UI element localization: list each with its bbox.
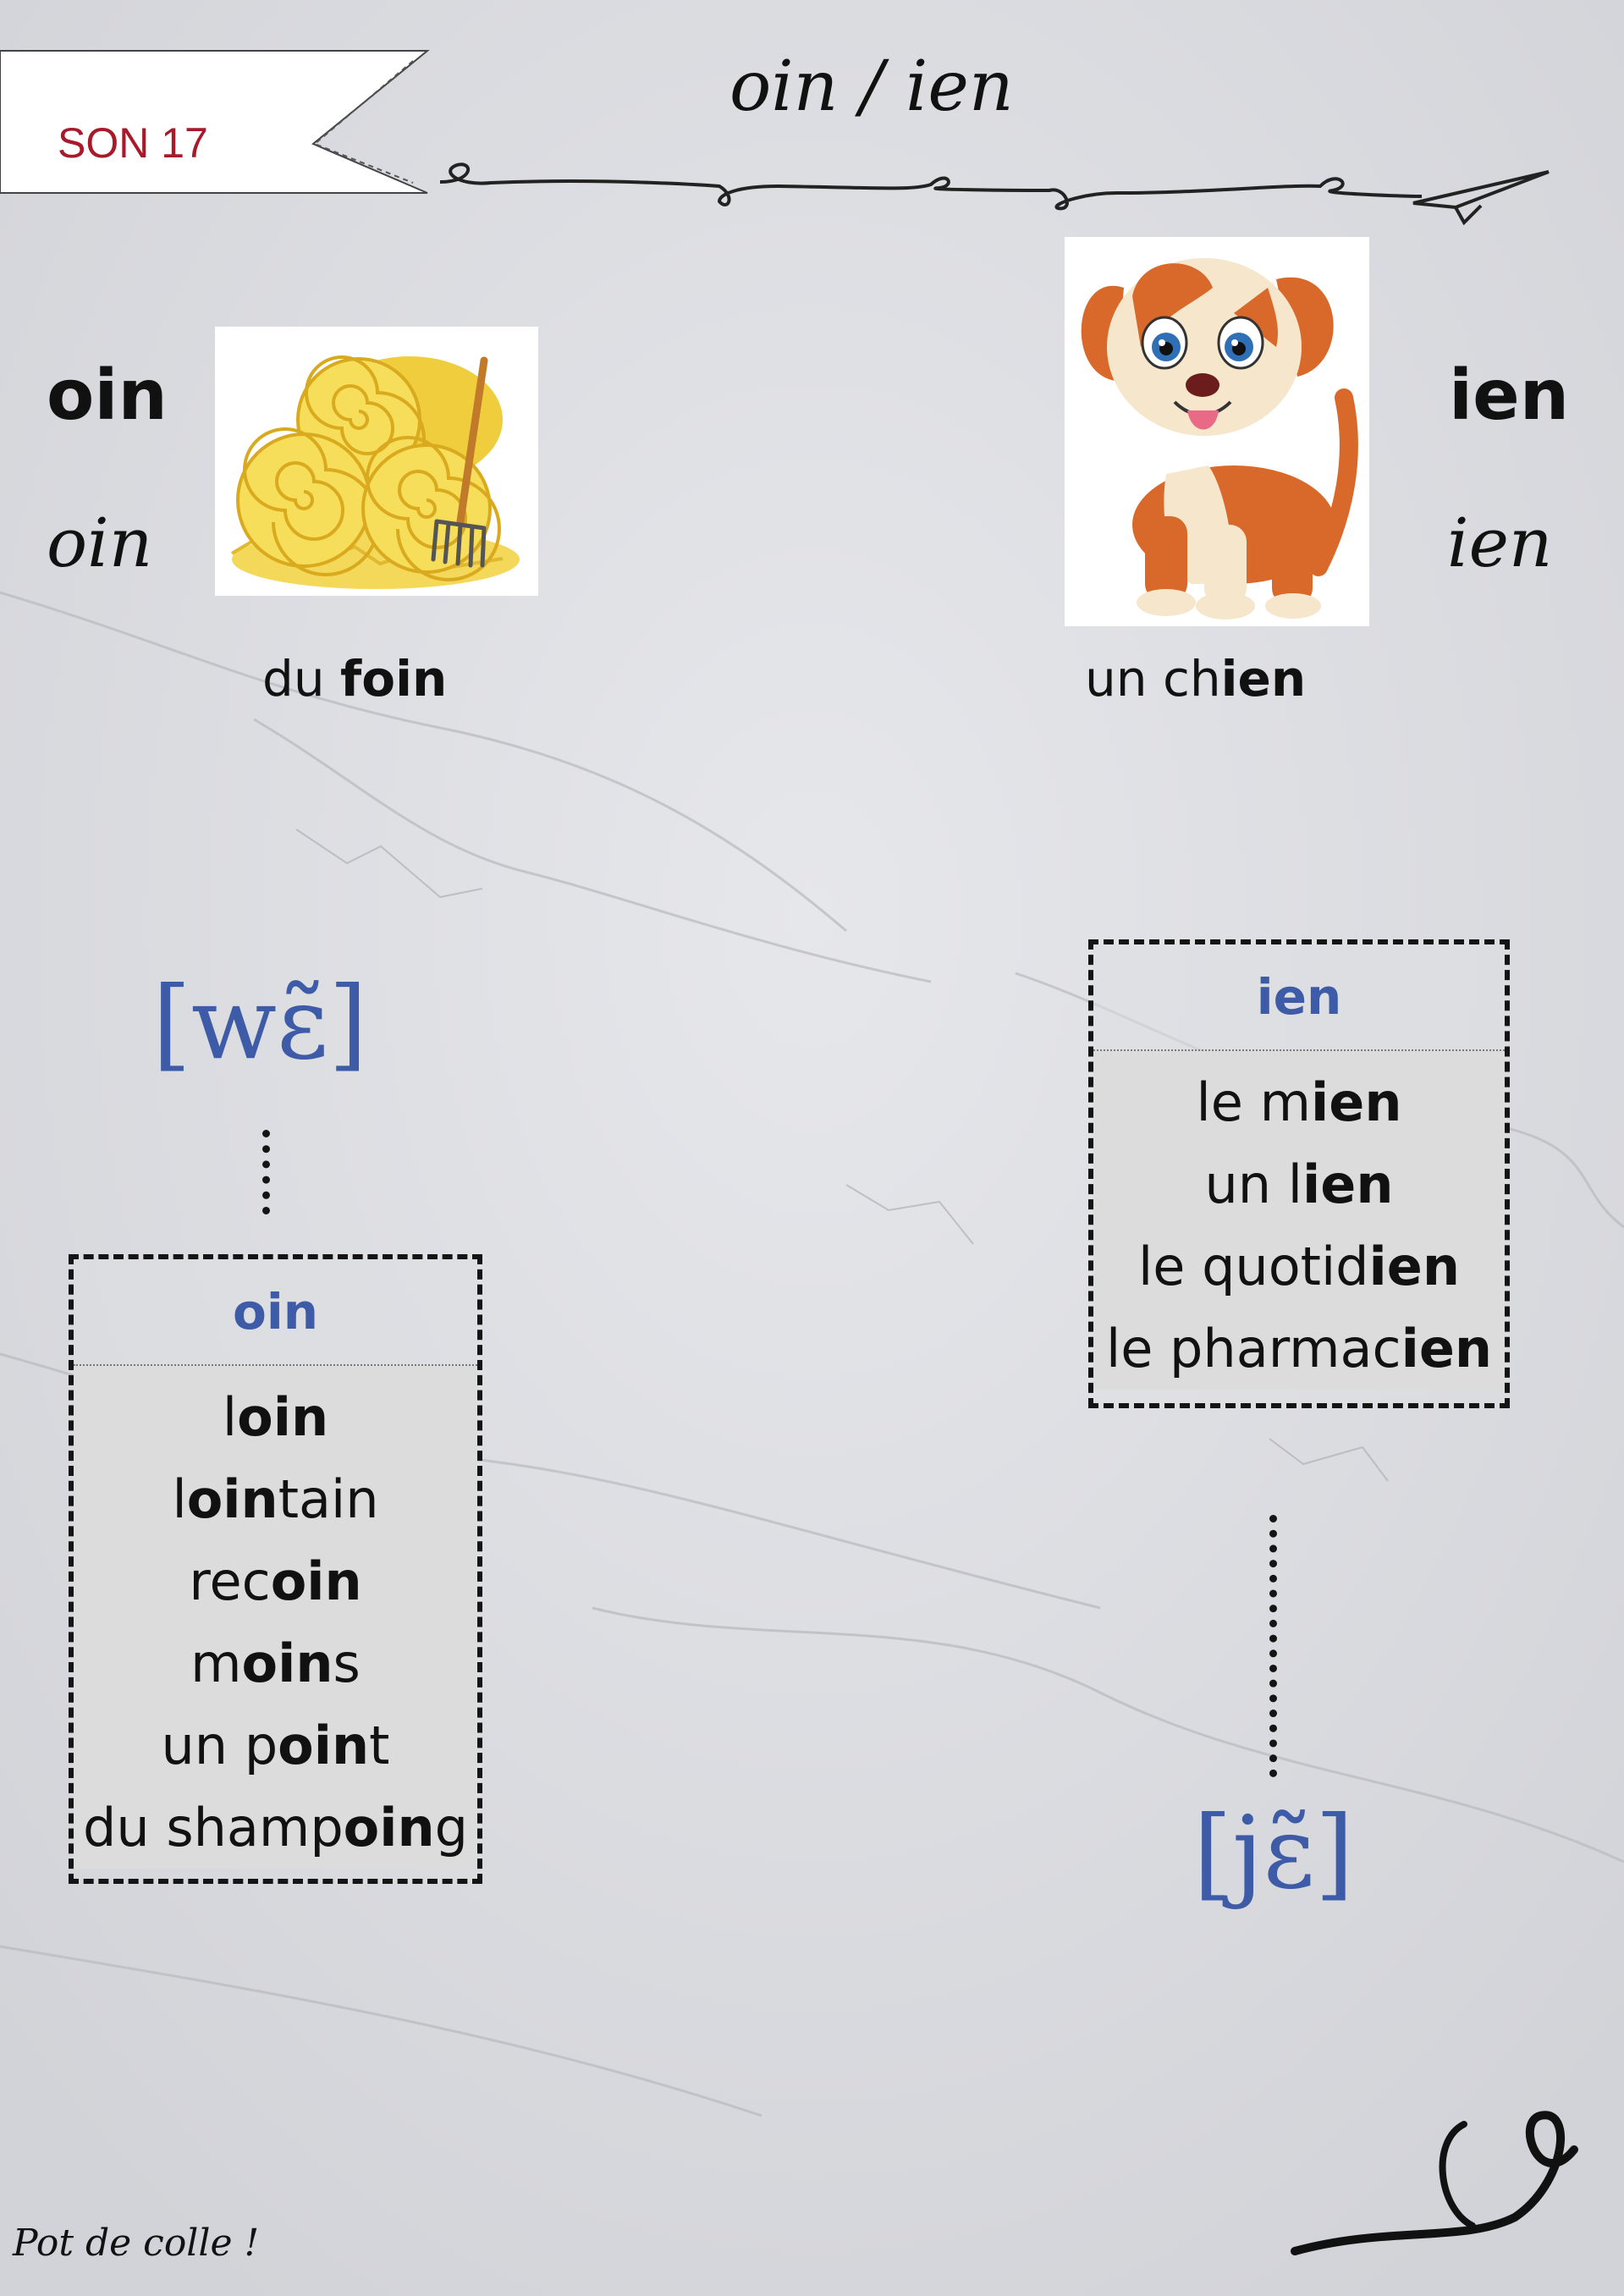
ien-word: un lien xyxy=(1204,1154,1394,1215)
ien-letters-script: ien xyxy=(1447,504,1553,582)
ien-letters-bold: ien xyxy=(1449,355,1570,436)
ien-word-list: le mien un lien le quotidien le pharmaci… xyxy=(1093,1051,1505,1390)
oin-word: un point xyxy=(161,1715,390,1776)
oin-word: lointain xyxy=(172,1468,379,1530)
oin-example-caption: du foin xyxy=(262,650,448,708)
ien-phoneme: [jɛ̃] xyxy=(1193,1794,1354,1911)
oin-phoneme: [wɛ̃] xyxy=(152,965,368,1082)
oin-dotted-connector xyxy=(262,1130,270,1214)
banner-ribbon xyxy=(0,50,430,194)
oin-letters-bold: oin xyxy=(47,355,168,436)
oin-letters-script: oin xyxy=(47,504,153,582)
decorative-swirl xyxy=(1291,2111,1578,2255)
ien-word-box: ien le mien un lien le quotidien le phar… xyxy=(1088,939,1510,1408)
ien-word: le mien xyxy=(1196,1071,1402,1133)
decorative-swirl-line xyxy=(440,162,1423,211)
paper-plane-icon xyxy=(1412,170,1550,226)
ien-dotted-connector xyxy=(1269,1515,1277,1777)
puppy-dog-icon xyxy=(1065,237,1369,626)
oin-word: moins xyxy=(190,1633,361,1694)
oin-word: loin xyxy=(222,1386,329,1448)
oin-box-header: oin xyxy=(74,1259,477,1366)
ien-box-header: ien xyxy=(1093,944,1505,1051)
sound-number-label: SON 17 xyxy=(58,119,208,167)
ien-word: le pharmacien xyxy=(1105,1318,1493,1379)
oin-word-list: loin lointain recoin moins un point du s… xyxy=(74,1366,477,1869)
oin-word: du shampoing xyxy=(82,1797,469,1858)
ien-word: le quotidien xyxy=(1137,1236,1460,1297)
oin-word: recoin xyxy=(189,1550,362,1612)
hay-bales-icon xyxy=(215,327,538,596)
footer-signature: Pot de colle ! xyxy=(13,2222,260,2265)
ien-example-caption: un chien xyxy=(1085,650,1307,708)
page-title: oin / ien xyxy=(729,47,1014,127)
oin-word-box: oin loin lointain recoin moins un point … xyxy=(69,1254,482,1884)
